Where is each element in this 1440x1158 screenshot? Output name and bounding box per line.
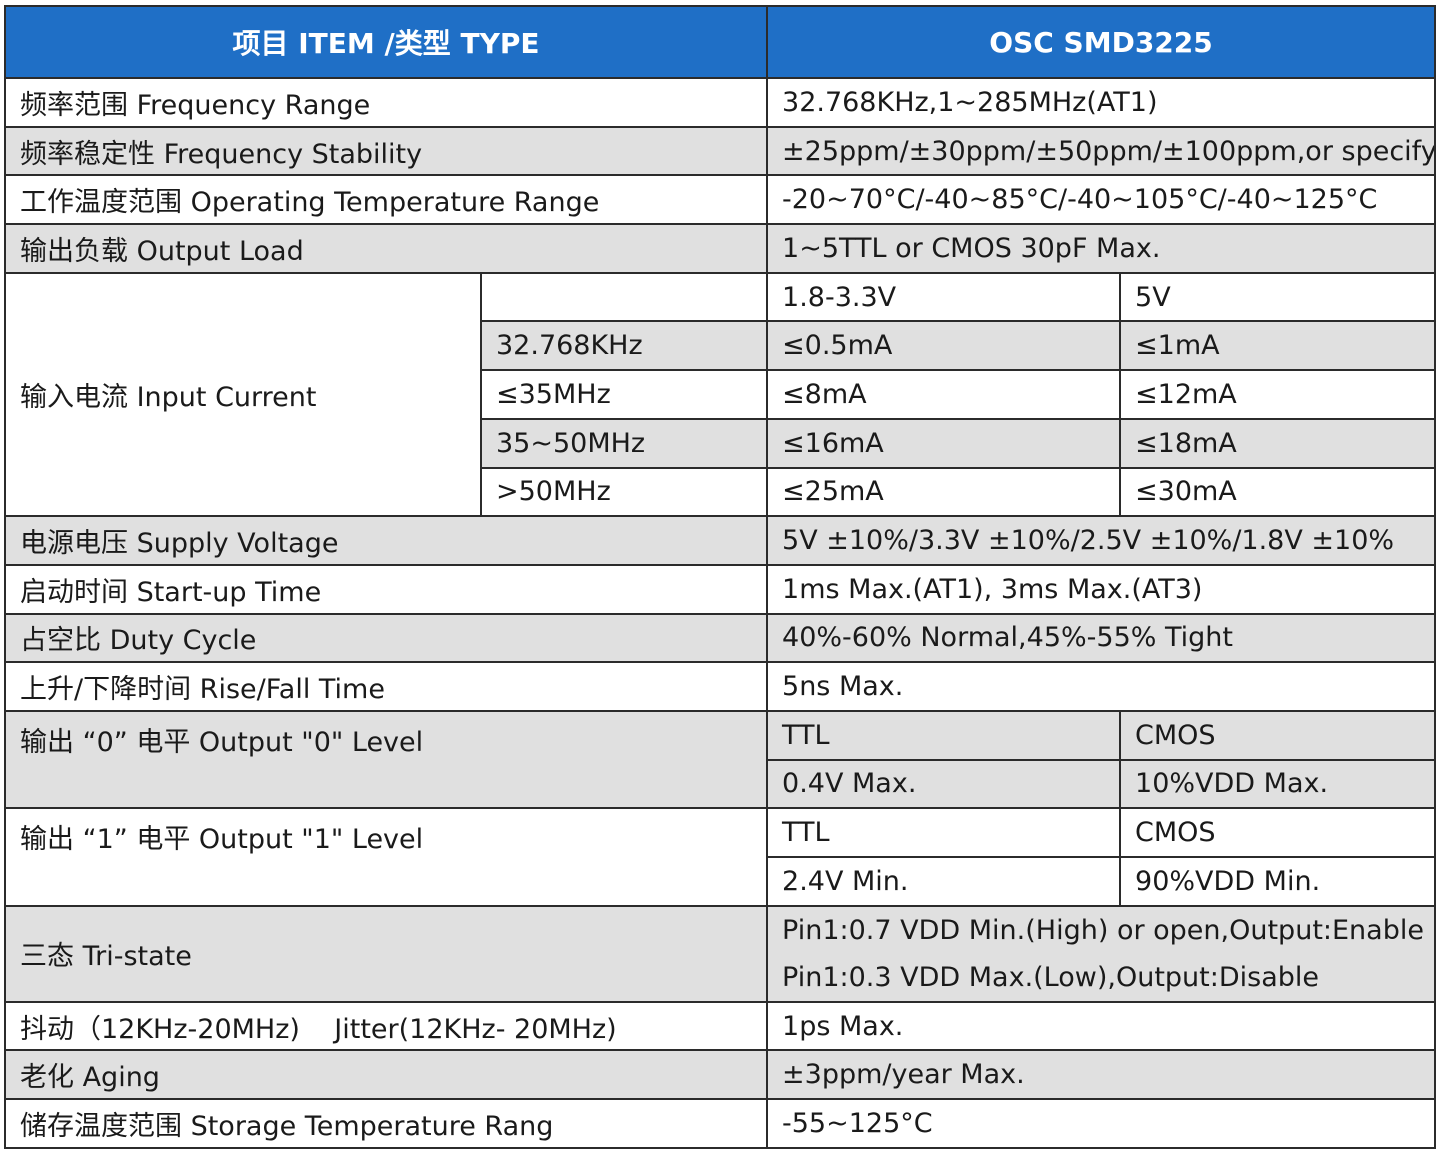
input-current-high-v: ≤12mA xyxy=(1119,369,1437,420)
table-row: 上升/下降时间 Rise/Fall Time 5ns Max. xyxy=(3,661,1437,712)
table-row: 工作温度范围 Operating Temperature Range -20~7… xyxy=(3,174,1437,226)
row-label-operating-temperature: 工作温度范围 Operating Temperature Range xyxy=(3,174,769,226)
input-current-freq: ≤35MHz xyxy=(479,369,769,420)
row-label-duty-cycle: 占空比 Duty Cycle xyxy=(3,612,769,664)
input-current-low-v: ≤0.5mA xyxy=(766,320,1122,372)
table-row: 35~50MHz ≤16mA ≤18mA xyxy=(5,417,1437,469)
row-label-jitter: 抖动（12KHz-20MHz) Jitter(12KHz- 20MHz) xyxy=(3,1000,769,1052)
table-row: 启动时间 Start-up Time 1ms Max.(AT1), 3ms Ma… xyxy=(3,563,1437,615)
input-current-low-v: ≤25mA xyxy=(766,466,1122,518)
output-0-ttl-value: 0.4V Max. xyxy=(766,758,1122,810)
output-1-cmos-value: 90%VDD Min. xyxy=(1119,856,1437,907)
table-row: 输入电流 Input Current 1.8-3.3V 5V xyxy=(4,271,1437,518)
row-label-tri-state: 三态 Tri-state xyxy=(3,904,769,1003)
input-current-freq: >50MHz xyxy=(479,466,769,518)
spec-table: 项目 ITEM /类型 TYPE OSC SMD3225 频率范围 Freque… xyxy=(3,5,1437,1149)
table-row: 32.768KHz ≤0.5mA ≤1mA xyxy=(5,320,1437,372)
table-row: 抖动（12KHz-20MHz) Jitter(12KHz- 20MHz) 1ps… xyxy=(3,1000,1437,1052)
row-value-frequency-range: 32.768KHz,1~285MHz(AT1) xyxy=(766,77,1437,128)
table-header-row: 项目 ITEM /类型 TYPE OSC SMD3225 xyxy=(3,5,1437,79)
row-value-duty-cycle: 40%-60% Normal,45%-55% Tight xyxy=(766,612,1437,664)
output-1-cmos-label: CMOS xyxy=(1119,807,1437,858)
table-row: 频率稳定性 Frequency Stability ±25ppm/±30ppm/… xyxy=(3,125,1437,177)
table-row: 电源电压 Supply Voltage 5V ±10%/3.3V ±10%/2.… xyxy=(3,515,1437,566)
row-value-jitter: 1ps Max. xyxy=(766,1000,1437,1052)
table-row: 2.4V Min. 90%VDD Min. xyxy=(5,856,1437,907)
row-label-aging: 老化 Aging xyxy=(3,1049,769,1101)
row-value-storage-temperature: -55~125°C xyxy=(766,1098,1437,1149)
row-value-supply-voltage: 5V ±10%/3.3V ±10%/2.5V ±10%/1.8V ±10% xyxy=(766,515,1437,566)
row-label-input-current: 输入电流 Input Current xyxy=(4,271,482,518)
output-0-cmos-label: CMOS xyxy=(1119,709,1437,761)
row-value-operating-temperature: -20~70°C/-40~85°C/-40~105°C/-40~125°C xyxy=(766,174,1437,226)
output-0-ttl-label: TTL xyxy=(766,709,1122,761)
output-1-ttl-label: TTL xyxy=(766,807,1122,858)
input-current-high-v: ≤1mA xyxy=(1119,320,1437,372)
input-current-freq: 32.768KHz xyxy=(479,320,769,372)
input-current-low-v: ≤16mA xyxy=(766,417,1122,469)
row-label-frequency-stability: 频率稳定性 Frequency Stability xyxy=(3,125,769,177)
row-value-startup-time: 1ms Max.(AT1), 3ms Max.(AT3) xyxy=(766,563,1437,615)
table-row: 老化 Aging ±3ppm/year Max. xyxy=(3,1049,1437,1101)
input-current-empty-cell xyxy=(479,271,769,323)
row-value-frequency-stability: ±25ppm/±30ppm/±50ppm/±100ppm,or specify xyxy=(766,125,1437,177)
row-label-output-load: 输出负载 Output Load xyxy=(3,223,769,274)
row-label-output-1: 输出 “1” 电平 Output "1" Level xyxy=(3,807,769,907)
input-current-low-v: ≤8mA xyxy=(766,369,1122,420)
input-current-freq: 35~50MHz xyxy=(479,417,769,469)
row-label-frequency-range: 频率范围 Frequency Range xyxy=(3,77,769,128)
table-row: 0.4V Max. 10%VDD Max. xyxy=(5,758,1437,810)
tri-state-line-2: Pin1:0.3 VDD Max.(Low),Output:Disable xyxy=(782,961,1320,993)
table-row: 储存温度范围 Storage Temperature Rang -55~125°… xyxy=(3,1098,1437,1149)
row-label-supply-voltage: 电源电压 Supply Voltage xyxy=(3,515,769,566)
table-row: 三态 Tri-state Pin1:0.7 VDD Min.(High) or … xyxy=(3,904,1437,1003)
row-label-storage-temperature: 储存温度范围 Storage Temperature Rang xyxy=(3,1098,769,1149)
tri-state-line-1: Pin1:0.7 VDD Min.(High) or open,Output:E… xyxy=(782,914,1424,946)
input-current-high-v: ≤30mA xyxy=(1119,466,1437,518)
table-row: 输出 “0” 电平 Output "0" Level TTL CMOS xyxy=(3,709,1437,810)
table-row: 输出 “1” 电平 Output "1" Level TTL CMOS xyxy=(3,807,1437,907)
input-current-voltage-header: 5V xyxy=(1119,271,1437,323)
table-row: >50MHz ≤25mA ≤30mA xyxy=(5,466,1437,518)
table-row: 输出负载 Output Load 1~5TTL or CMOS 30pF Max… xyxy=(3,223,1437,274)
table-row: 频率范围 Frequency Range 32.768KHz,1~285MHz(… xyxy=(3,77,1437,128)
row-value-rise-fall: 5ns Max. xyxy=(766,661,1437,712)
table-row: ≤35MHz ≤8mA ≤12mA xyxy=(5,369,1437,420)
output-1-ttl-value: 2.4V Min. xyxy=(766,856,1122,907)
input-current-voltage-header: 1.8-3.3V xyxy=(766,271,1122,323)
row-label-startup-time: 启动时间 Start-up Time xyxy=(3,563,769,615)
row-value-output-load: 1~5TTL or CMOS 30pF Max. xyxy=(766,223,1437,274)
header-item-type: 项目 ITEM /类型 TYPE xyxy=(3,5,769,79)
row-value-aging: ±3ppm/year Max. xyxy=(766,1049,1437,1101)
row-label-rise-fall: 上升/下降时间 Rise/Fall Time xyxy=(3,661,769,712)
row-value-tri-state: Pin1:0.7 VDD Min.(High) or open,Output:E… xyxy=(766,904,1437,1003)
row-label-output-0: 输出 “0” 电平 Output "0" Level xyxy=(3,709,769,810)
table-row: 占空比 Duty Cycle 40%-60% Normal,45%-55% Ti… xyxy=(3,612,1437,664)
output-0-cmos-value: 10%VDD Max. xyxy=(1119,758,1437,810)
input-current-high-v: ≤18mA xyxy=(1119,417,1437,469)
header-model: OSC SMD3225 xyxy=(766,5,1437,79)
